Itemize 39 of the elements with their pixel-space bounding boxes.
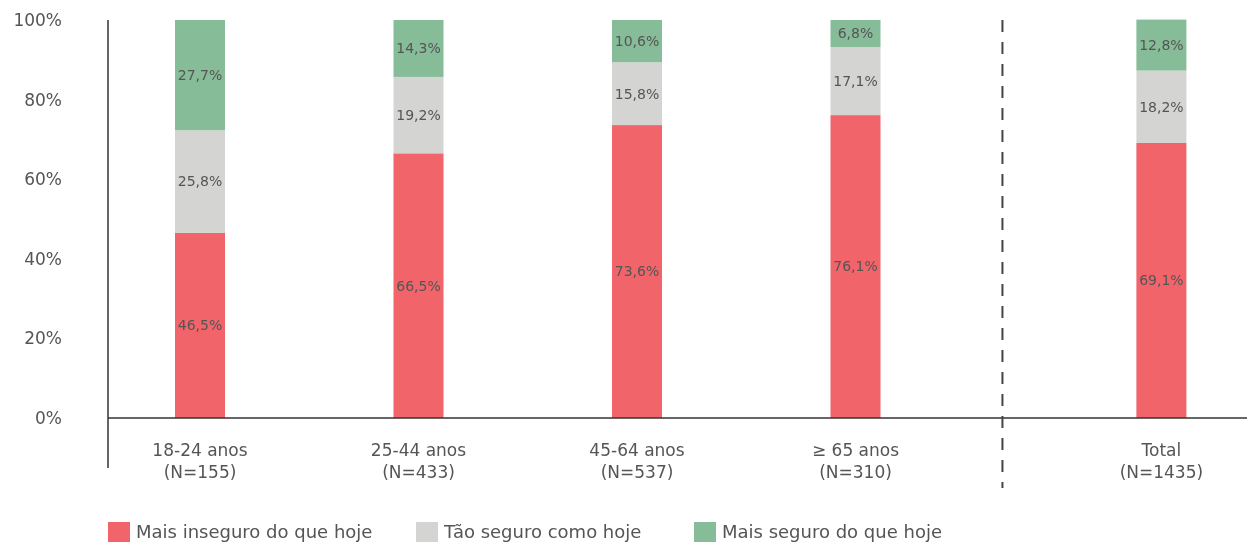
legend-label: Mais seguro do que hoje: [722, 521, 942, 542]
data-label: 19,2%: [396, 107, 441, 124]
data-label: 6,8%: [837, 25, 874, 42]
data-label: 69,1%: [1139, 272, 1184, 289]
data-label: 25,8%: [177, 173, 223, 190]
x-tick-label: ≥ 65 anos (N=310): [811, 440, 900, 482]
y-tick-label: 20%: [24, 328, 62, 349]
data-label: 14,3%: [396, 40, 441, 57]
y-tick-label: 100%: [13, 9, 62, 30]
data-label: 17,1%: [833, 72, 878, 89]
bar: [175, 232, 225, 418]
y-tick-label: 80%: [24, 89, 62, 110]
bar: [175, 130, 225, 233]
data-label: 10,6%: [614, 32, 660, 49]
data-label: 46,5%: [177, 317, 223, 334]
bar: [612, 62, 662, 126]
data-label: 73,6%: [614, 263, 660, 280]
data-label: 66,5%: [396, 277, 441, 294]
bar: [175, 20, 225, 131]
bar: [393, 20, 444, 77]
y-tick-label: 0%: [35, 407, 62, 428]
bar: [830, 115, 881, 418]
legend-label: Tão seguro como hoje: [443, 521, 642, 542]
data-label: 18,2%: [1139, 98, 1184, 115]
data-label: 27,7%: [177, 67, 223, 84]
data-label: 12,8%: [1139, 36, 1184, 53]
bar: [612, 125, 662, 418]
bar: [393, 153, 444, 418]
x-tick-label: 25-44 anos (N=433): [370, 440, 467, 482]
y-tick-label: 60%: [24, 169, 62, 190]
x-tick-label: Total (N=1435): [1119, 440, 1204, 482]
legend-label: Mais inseguro do que hoje: [136, 521, 373, 542]
data-label: 76,1%: [833, 258, 878, 275]
bar: [393, 76, 444, 154]
y-tick-label: 40%: [24, 248, 62, 269]
x-tick-label: 18-24 anos (N=155): [152, 440, 248, 482]
x-tick-label: 45-64 anos (N=537): [589, 440, 685, 482]
bar: [830, 47, 881, 116]
data-label: 15,8%: [614, 85, 660, 102]
